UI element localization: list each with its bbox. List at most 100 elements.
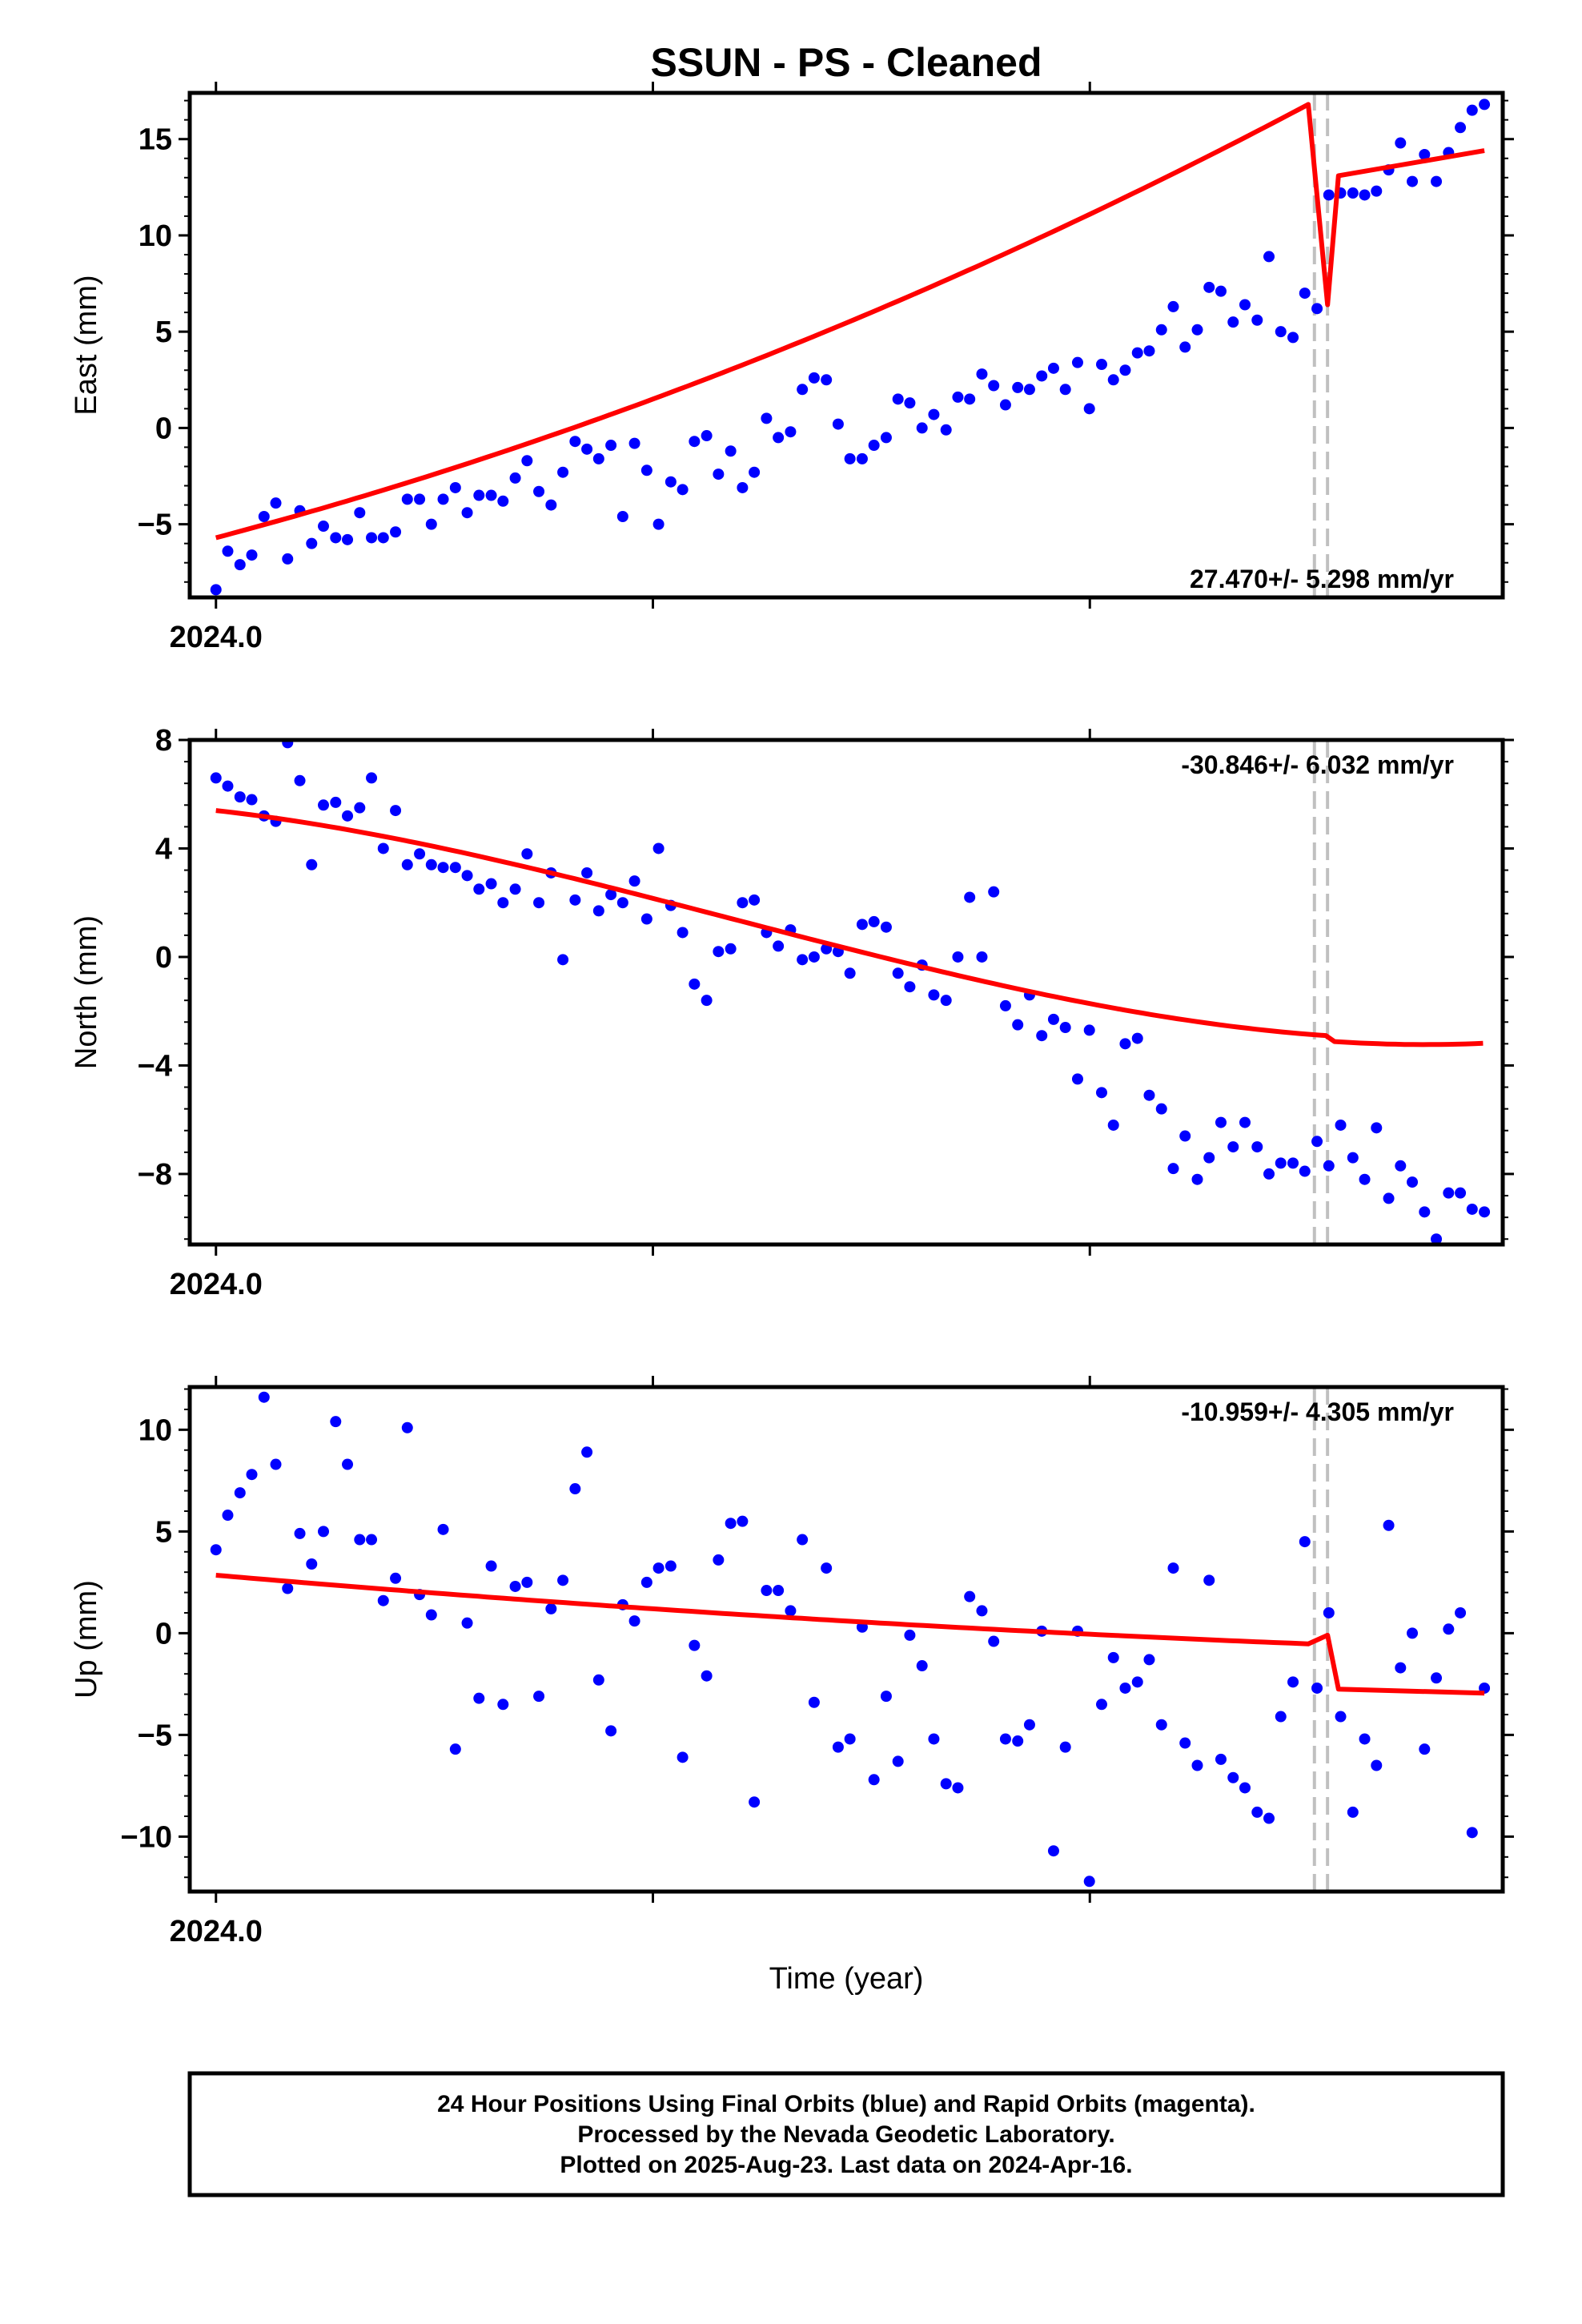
data-point [1311,303,1323,315]
data-point [689,436,701,448]
data-point [473,1692,485,1704]
data-point [581,1446,593,1458]
data-point [569,1483,581,1495]
plot-frame [187,1385,1505,1894]
data-point [856,919,868,931]
data-point [749,894,761,906]
data-point [1203,281,1215,293]
data-point [1263,251,1275,263]
data-point [832,418,844,430]
data-point [1263,1812,1275,1824]
plot-frame [187,738,1505,1247]
data-point [485,1560,497,1572]
data-point [234,791,246,803]
data-point [1083,1876,1095,1888]
data-point [1191,324,1203,336]
data-point [425,518,437,530]
data-point [904,1629,916,1641]
data-point [234,559,246,571]
data-point [1371,185,1383,197]
y-tick-label: 4 [155,832,172,866]
data-point [1071,1073,1083,1085]
data-point [677,484,689,496]
data-point [509,883,521,895]
data-point [1191,1759,1203,1771]
data-point [880,921,892,933]
data-point [545,499,557,511]
x-tick-label: 2024.0 [170,1268,263,1301]
data-point [282,1582,294,1594]
north-panel: −8 −4 0 4 8 2024.0 North (mm) -30.846+/- 6.032 … [70,724,1514,1301]
data-point [665,476,677,488]
data-point [509,472,521,484]
data-point [785,1605,797,1617]
y-axis-label: Up (mm) [70,1580,103,1699]
data-point [366,772,378,784]
data-point [1143,1654,1155,1666]
data-point [437,493,449,505]
data-point [1107,1119,1119,1131]
data-point [461,1617,473,1629]
data-point [1287,1676,1299,1688]
data-point [999,999,1011,1011]
data-point [1407,1627,1419,1639]
data-point [318,1526,330,1538]
data-point [1023,1719,1035,1731]
y-tick-label: −8 [138,1158,172,1192]
data-point [928,989,940,1001]
data-point [1275,1157,1287,1169]
data-point [725,943,737,955]
data-point [713,468,725,480]
data-point [1047,1013,1059,1025]
data-point [306,858,318,870]
data-point [485,489,497,501]
data-point [401,493,413,505]
data-point [737,897,749,909]
data-point [916,422,928,434]
data-point [665,1560,677,1572]
data-point [437,1523,449,1535]
data-point [354,1534,366,1546]
x-tick-label: 2024.0 [170,1915,263,1948]
data-point [270,1458,282,1470]
data-point [1335,1711,1347,1723]
data-point [928,408,940,420]
data-point [246,1469,258,1481]
data-point [1107,1651,1119,1663]
data-point [652,1562,665,1574]
data-point [1036,370,1048,382]
data-point [892,393,904,405]
data-point [318,521,330,533]
y-tick-label: 5 [155,316,172,349]
data-point [557,1574,569,1586]
data-point [868,440,880,452]
data-point [976,1605,988,1617]
data-point [652,842,665,854]
data-point [892,967,904,979]
data-point [354,802,366,814]
data-point [940,424,952,436]
data-point [1239,299,1251,311]
data-point [1311,1136,1323,1148]
y-tick-label: −10 [121,1820,172,1854]
data-point [928,1733,940,1745]
data-point [1227,1141,1239,1153]
data-point [342,810,354,822]
data-point [581,866,593,879]
data-point [390,1572,402,1584]
data-point [940,995,952,1007]
data-point [1107,374,1119,386]
data-point [689,1639,701,1651]
data-point [1395,137,1407,149]
data-point [1215,1753,1227,1765]
data-point [988,380,1000,392]
data-point [557,466,569,478]
data-point [282,740,294,749]
data-point [628,875,640,887]
data-point [1287,1157,1299,1169]
data-point [521,455,533,467]
data-point [377,842,389,854]
data-point [1167,300,1179,312]
data-point [1059,1741,1071,1753]
data-point [988,886,1000,898]
